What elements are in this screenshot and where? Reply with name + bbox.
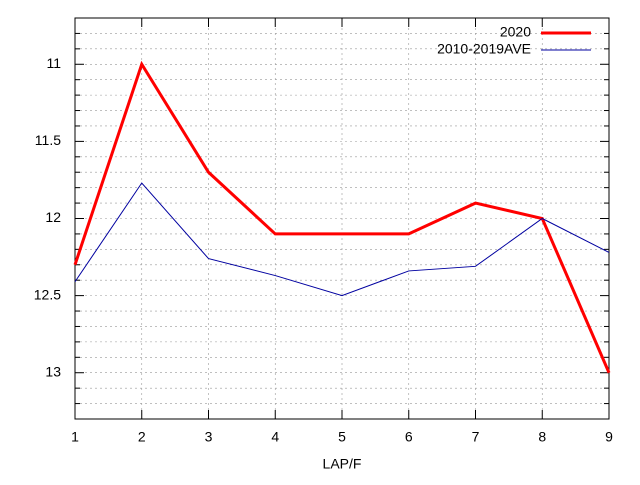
series-line	[74, 182, 610, 297]
x-tick-label: 9	[605, 429, 613, 445]
x-tick-label: 2	[138, 429, 146, 445]
x-tick-label: 1	[71, 429, 79, 445]
x-tick-label: 3	[205, 429, 213, 445]
y-tick-label: 13	[45, 363, 61, 379]
x-tick-label: 8	[538, 429, 546, 445]
y-tick-label: 12	[45, 209, 61, 225]
plot-border	[74, 17, 610, 420]
y-tick-label: 11.5	[35, 132, 61, 148]
x-tick-label: 7	[472, 429, 480, 445]
series-line	[73, 60, 611, 374]
x-tick-label: 4	[271, 429, 279, 445]
x-axis-label: LAP/F	[323, 456, 362, 472]
x-tick-label: 5	[338, 429, 346, 445]
y-tick-label: 11	[46, 55, 61, 71]
legend-label: 2020	[500, 24, 531, 40]
y-tick-label: 12.5	[34, 286, 61, 302]
x-tick-label: 6	[405, 429, 413, 445]
legend-label: 2010-2019AVE	[437, 41, 531, 57]
